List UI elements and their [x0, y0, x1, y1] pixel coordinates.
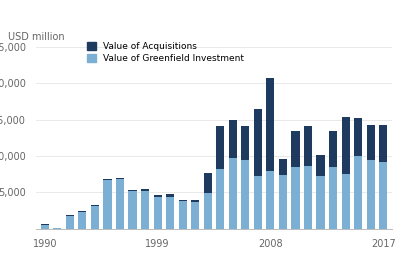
Bar	[342, 174, 350, 229]
Bar	[241, 160, 250, 229]
Bar	[141, 191, 149, 229]
Bar	[329, 131, 337, 167]
Bar	[103, 179, 112, 180]
Bar	[66, 216, 74, 229]
Bar	[266, 78, 274, 171]
Bar	[191, 200, 199, 202]
Bar	[178, 201, 187, 229]
Bar	[292, 131, 300, 167]
Bar	[191, 202, 199, 229]
Bar	[116, 179, 124, 229]
Bar	[154, 194, 162, 197]
Bar	[367, 160, 375, 229]
Bar	[204, 173, 212, 193]
Bar	[304, 126, 312, 166]
Bar	[154, 197, 162, 229]
Bar	[304, 166, 312, 229]
Bar	[53, 228, 61, 229]
Bar	[379, 125, 387, 162]
Bar	[379, 162, 387, 229]
Bar	[216, 169, 224, 229]
Bar	[329, 167, 337, 229]
Bar	[103, 180, 112, 229]
Bar	[254, 176, 262, 229]
Bar	[279, 175, 287, 229]
Bar	[229, 120, 237, 158]
Bar	[141, 190, 149, 191]
Bar	[91, 205, 99, 229]
Text: USD million: USD million	[8, 32, 64, 42]
Bar	[254, 109, 262, 176]
Bar	[316, 155, 325, 176]
Bar	[41, 225, 49, 229]
Bar	[216, 126, 224, 169]
Bar	[229, 158, 237, 229]
Bar	[178, 200, 187, 201]
Legend: Value of Acquisitions, Value of Greenfield Investment: Value of Acquisitions, Value of Greenfie…	[87, 42, 244, 63]
Bar	[128, 190, 136, 191]
Bar	[78, 212, 86, 229]
Bar	[128, 191, 136, 229]
Bar	[367, 125, 375, 160]
Bar	[354, 156, 362, 229]
Bar	[292, 167, 300, 229]
Bar	[166, 197, 174, 229]
Bar	[342, 117, 350, 174]
Bar	[266, 171, 274, 229]
Bar	[78, 211, 86, 212]
Bar	[66, 215, 74, 216]
Bar	[166, 194, 174, 197]
Bar	[316, 176, 325, 229]
Bar	[204, 193, 212, 229]
Bar	[241, 126, 250, 160]
Bar	[116, 178, 124, 179]
Bar	[279, 159, 287, 175]
Bar	[41, 224, 49, 225]
Bar	[354, 118, 362, 156]
